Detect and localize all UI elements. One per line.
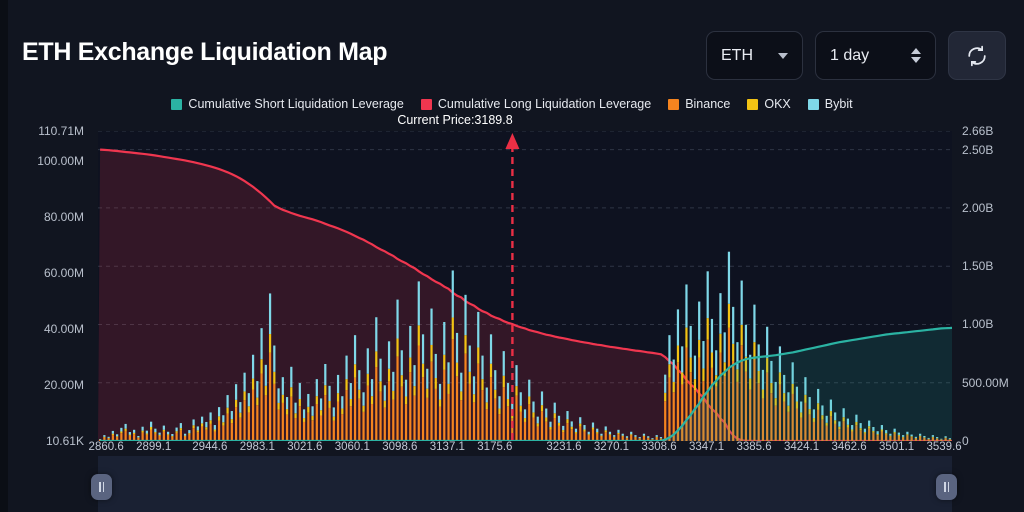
y-axis-left: 110.71M 100.00M 80.00M 60.00M 40.00M 20.00M 10… (0, 124, 92, 448)
legend-label-cumulative-short: Cumulative Short Liquidation Leverage (188, 97, 404, 111)
y-axis-left-tick: 40.00M (43, 321, 84, 336)
timerange-select[interactable]: 1 day (815, 31, 936, 80)
legend-label-bybit: Bybit (824, 97, 853, 111)
chart-legend: Cumulative Short Liquidation Leverage Cu… (0, 97, 1024, 111)
current-price-arrow (505, 133, 520, 149)
x-axis: 2860.6 2899.1 2944.6 2983.1 3021.6 3060.1 3098… (0, 441, 1024, 463)
legend-label-cumulative-long: Cumulative Long Liquidation Leverage (437, 97, 652, 111)
timerange-select-value: 1 day (830, 46, 870, 64)
cumulative-long-line (100, 148, 952, 441)
header-controls: ETH 1 day (706, 31, 1006, 80)
refresh-icon (968, 45, 986, 66)
x-axis-tick: 3308.6 (641, 441, 677, 453)
drag-handle-left[interactable] (91, 474, 112, 500)
x-axis-tick: 3424.1 (783, 441, 820, 453)
page-title: ETH Exchange Liquidation Map (22, 38, 388, 66)
cumulative-short-line (100, 326, 952, 441)
drag-handle-right[interactable] (936, 474, 957, 500)
legend-label-okx: OKX (764, 97, 791, 111)
range-scrollbar-track[interactable] (98, 456, 952, 512)
legend-item-okx[interactable]: OKX (747, 97, 791, 111)
legend-swatch-cumulative-long (420, 98, 432, 110)
y-axis-left-tick: 110.71M (38, 124, 84, 138)
x-axis-tick: 3175.6 (477, 441, 513, 453)
x-axis-tick: 2944.6 (192, 441, 228, 453)
x-axis-tick: 3539.6 (926, 441, 962, 453)
plot-region[interactable] (98, 131, 952, 441)
x-axis-tick: 3060.1 (334, 441, 370, 453)
y-axis-right-tick: 2.66B (962, 124, 994, 138)
legend-item-bybit[interactable]: Bybit (807, 97, 853, 111)
y-axis-right: 2.66B 2.50B 2.00B 1.50B 1.00B 500.00M 0 (956, 124, 1024, 448)
x-axis-tick: 3501.1 (878, 441, 915, 453)
legend-item-cumulative-short[interactable]: Cumulative Short Liquidation Leverage (171, 97, 404, 111)
x-axis-tick: 3462.6 (831, 441, 867, 453)
x-axis-tick: 3270.1 (593, 441, 630, 453)
legend-swatch-okx (747, 98, 759, 110)
asset-select-value: ETH (721, 46, 753, 64)
legend-item-cumulative-long[interactable]: Cumulative Long Liquidation Leverage (420, 97, 652, 111)
y-axis-left-tick: 100.00M (37, 153, 84, 168)
x-axis-tick: 3385.6 (736, 441, 772, 453)
chevron-down-icon (778, 52, 788, 59)
chart-header: ETH Exchange Liquidation Map ETH 1 day (0, 0, 1024, 92)
y-axis-right-tick: 2.50B (962, 142, 994, 157)
x-axis-tick: 3021.6 (287, 441, 323, 453)
asset-select[interactable]: ETH (706, 31, 803, 80)
y-axis-left-tick: 80.00M (43, 209, 84, 224)
y-axis-left-tick: 20.00M (43, 377, 84, 392)
legend-swatch-bybit (807, 98, 819, 110)
refresh-button[interactable] (948, 31, 1006, 80)
x-axis-tick: 2899.1 (136, 441, 172, 453)
legend-item-binance[interactable]: Binance (668, 97, 730, 111)
y-axis-right-tick: 1.00B (962, 317, 994, 332)
legend-swatch-binance (668, 98, 680, 110)
x-axis-tick: 2983.1 (239, 441, 275, 453)
current-price-annotation: Current Price:3189.8 (397, 113, 513, 127)
cumulative-short-area (100, 327, 952, 441)
y-axis-right-tick: 500.00M (962, 375, 1009, 390)
y-axis-right-tick: 1.50B (962, 259, 994, 274)
cumulative-long-area (98, 149, 952, 441)
chart-area: 110.71M 100.00M 80.00M 60.00M 40.00M 20.00M 10… (0, 124, 1024, 448)
plot-svg (98, 131, 952, 441)
y-axis-right-tick: 2.00B (962, 200, 994, 215)
liquidation-bars (99, 251, 951, 441)
left-edge-strip (0, 0, 8, 512)
x-axis-tick: 3231.6 (546, 441, 582, 453)
x-axis-tick: 3347.1 (688, 441, 725, 453)
legend-label-binance: Binance (685, 97, 731, 111)
x-axis-tick: 3137.1 (429, 441, 465, 453)
stepper-arrows-icon (911, 48, 921, 63)
x-axis-tick: 2860.6 (88, 441, 124, 453)
y-axis-right-tick: 0 (962, 434, 969, 448)
y-axis-left-tick: 10.61K (45, 433, 84, 448)
x-axis-tick: 3098.6 (382, 441, 418, 453)
legend-swatch-cumulative-short (171, 98, 183, 110)
y-axis-left-tick: 60.00M (43, 265, 84, 280)
